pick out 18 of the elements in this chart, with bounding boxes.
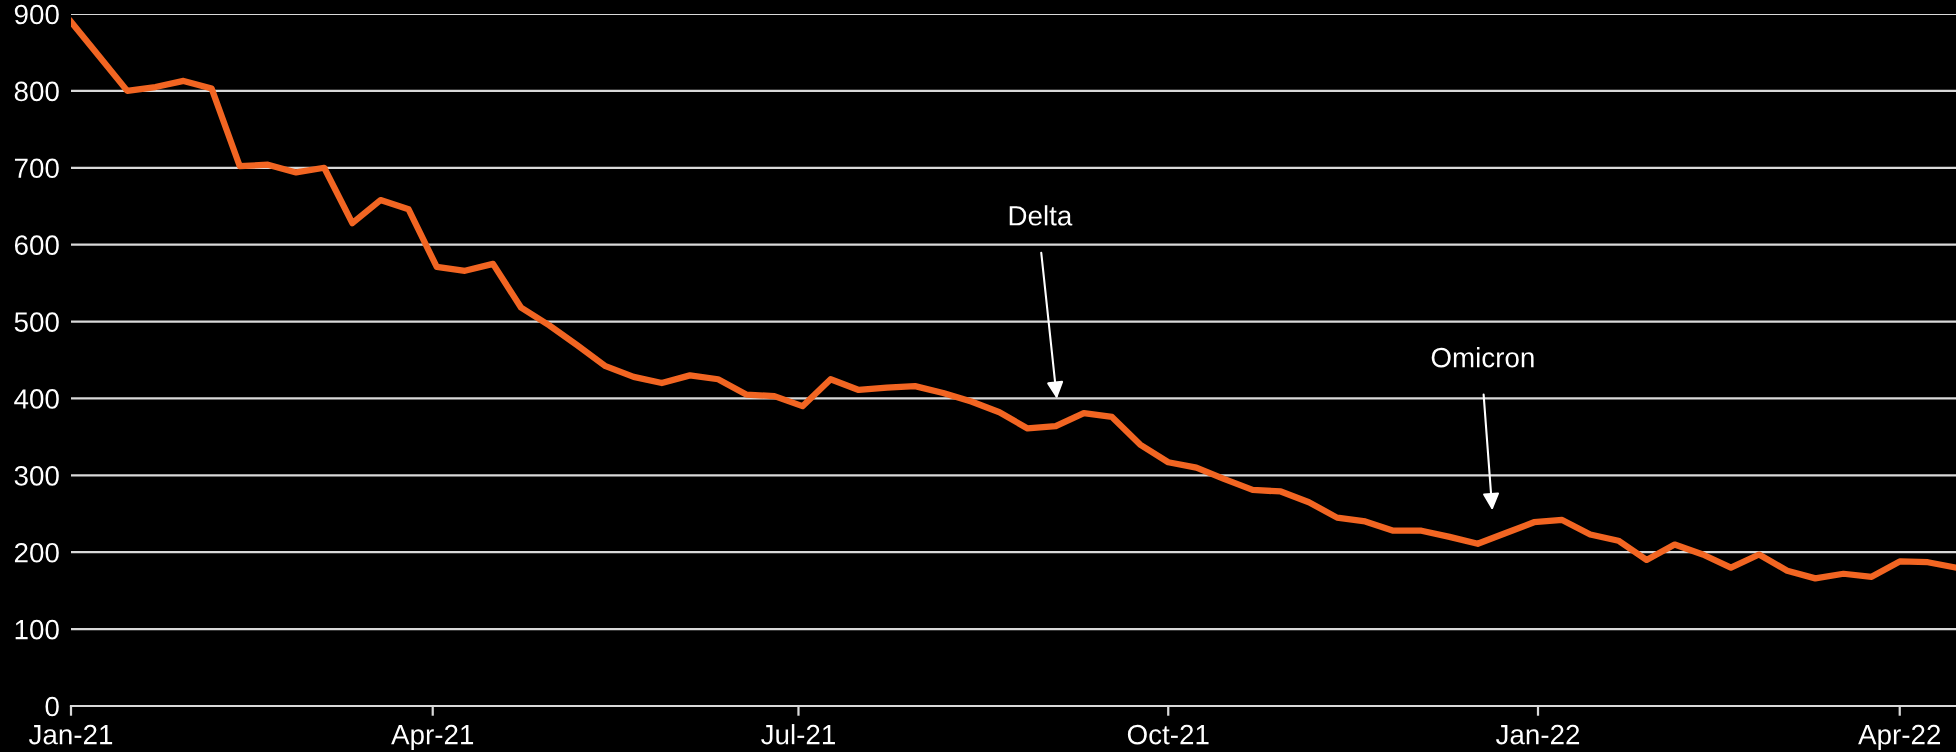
x-tick-label: Apr-22 bbox=[1858, 724, 1941, 750]
x-tick-label: Jan-21 bbox=[28, 724, 113, 745]
y-tick-label: 0 bbox=[45, 696, 59, 717]
y-tick-label: 100 bbox=[15, 619, 59, 640]
y-tick-label: 600 bbox=[14, 235, 59, 256]
x-tick-label: Jan-22 bbox=[1495, 724, 1580, 745]
x-tick-label: Oct-21 bbox=[1127, 724, 1209, 745]
x-tick-label: Apr-21 bbox=[391, 724, 474, 750]
y-tick-label: 300 bbox=[14, 466, 59, 486]
y-tick-label: 200 bbox=[14, 542, 59, 563]
y-tick-label: 800 bbox=[14, 81, 59, 102]
x-tick-label: Jul-21 bbox=[761, 724, 835, 745]
y-tick-label: 400 bbox=[14, 389, 59, 409]
y-tick-label: 700 bbox=[14, 158, 59, 179]
y-tick-label: 500 bbox=[14, 312, 59, 332]
annotation: Delta bbox=[1009, 205, 1073, 226]
y-tick-label: 900 bbox=[14, 4, 59, 25]
annotation: Omicron bbox=[1431, 347, 1534, 368]
